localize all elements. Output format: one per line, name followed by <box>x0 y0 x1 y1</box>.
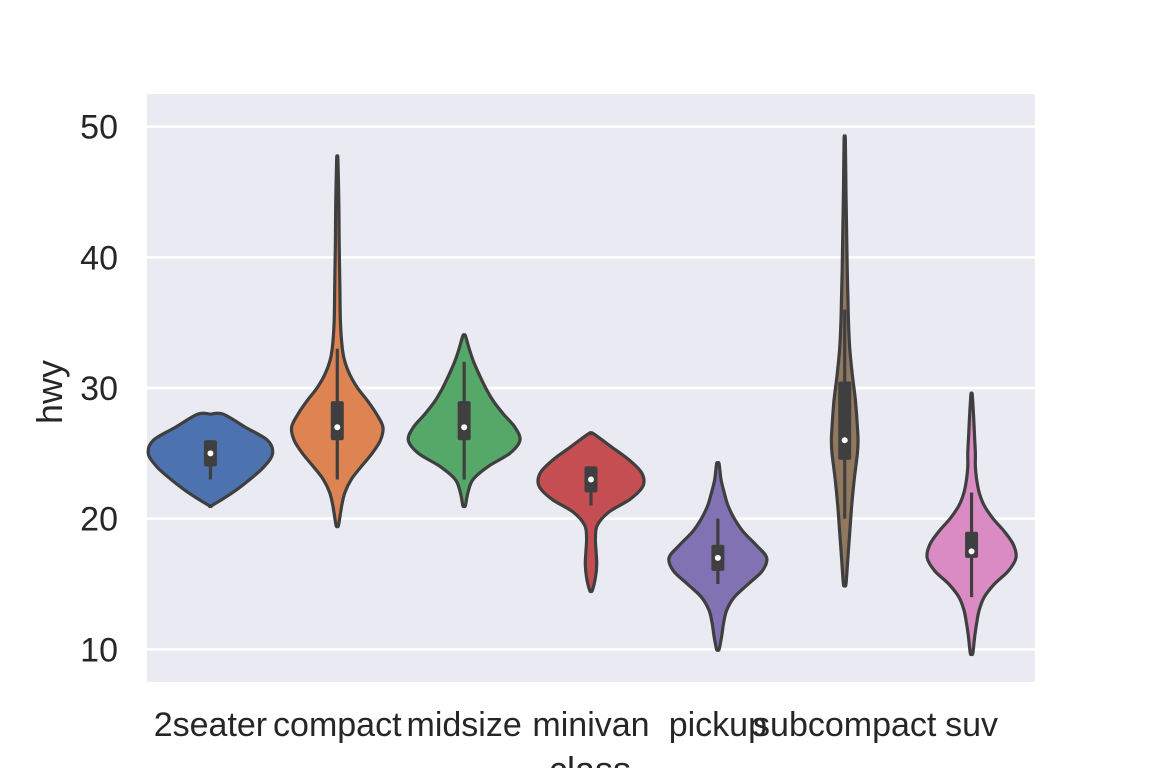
violin-median-dot <box>714 554 721 561</box>
violin-iqr-box <box>457 401 471 441</box>
violin-median-dot <box>334 424 341 431</box>
y-axis-label: hwy <box>29 360 70 424</box>
violin-2seater <box>146 411 275 509</box>
violin-compact <box>289 154 385 529</box>
x-tick-labels: 2seater compact midsize minivan pickupsubcom… <box>154 706 998 744</box>
x-tick-label: 2seater <box>154 706 267 744</box>
violins <box>146 134 1018 657</box>
violin-iqr-box <box>330 401 344 441</box>
violin-subcompact <box>829 134 860 588</box>
violin-pickup <box>667 461 769 652</box>
y-tick-label: 50 <box>80 109 118 147</box>
y-tick-label: 40 <box>80 239 118 277</box>
y-tick-labels: 10 20 30 40 50 <box>80 109 118 670</box>
x-tick-label: minivan <box>532 706 649 744</box>
violin-midsize <box>406 333 522 509</box>
violin-body <box>536 431 646 594</box>
x-tick-label: compact <box>273 706 402 744</box>
violin-median-dot <box>461 424 468 431</box>
x-tick-label: suv <box>945 706 998 744</box>
x-axis-label: class <box>549 749 631 768</box>
x-tick-label: subcompact <box>753 706 937 744</box>
y-tick-label: 30 <box>80 370 118 408</box>
violin-median-dot <box>207 450 214 457</box>
violin-median-dot <box>588 476 594 483</box>
x-tick-label: pickup <box>669 706 767 744</box>
violin-median-dot <box>968 548 975 555</box>
y-tick-label: 10 <box>80 631 118 669</box>
violin-minivan <box>536 431 646 594</box>
violin-iqr-box <box>965 531 979 558</box>
violin-median-dot <box>841 437 848 444</box>
violin-body <box>289 154 385 529</box>
violin-suv <box>925 391 1018 657</box>
x-tick-label: midsize <box>407 706 522 744</box>
y-tick-label: 20 <box>80 501 118 539</box>
violin-iqr-box <box>838 381 852 460</box>
